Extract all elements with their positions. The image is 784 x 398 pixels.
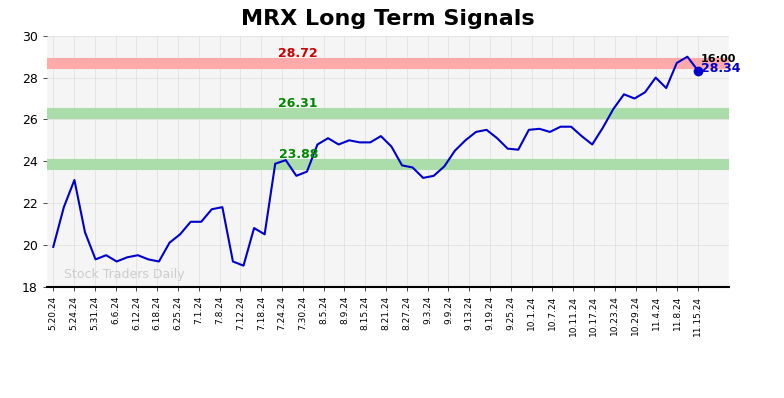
Text: 23.88: 23.88 — [278, 148, 318, 161]
Text: 16:00: 16:00 — [701, 54, 736, 64]
Text: 26.31: 26.31 — [278, 98, 318, 110]
Text: 28.72: 28.72 — [278, 47, 318, 60]
Text: 28.34: 28.34 — [701, 62, 741, 75]
Title: MRX Long Term Signals: MRX Long Term Signals — [241, 9, 535, 29]
Text: Stock Traders Daily: Stock Traders Daily — [64, 268, 184, 281]
